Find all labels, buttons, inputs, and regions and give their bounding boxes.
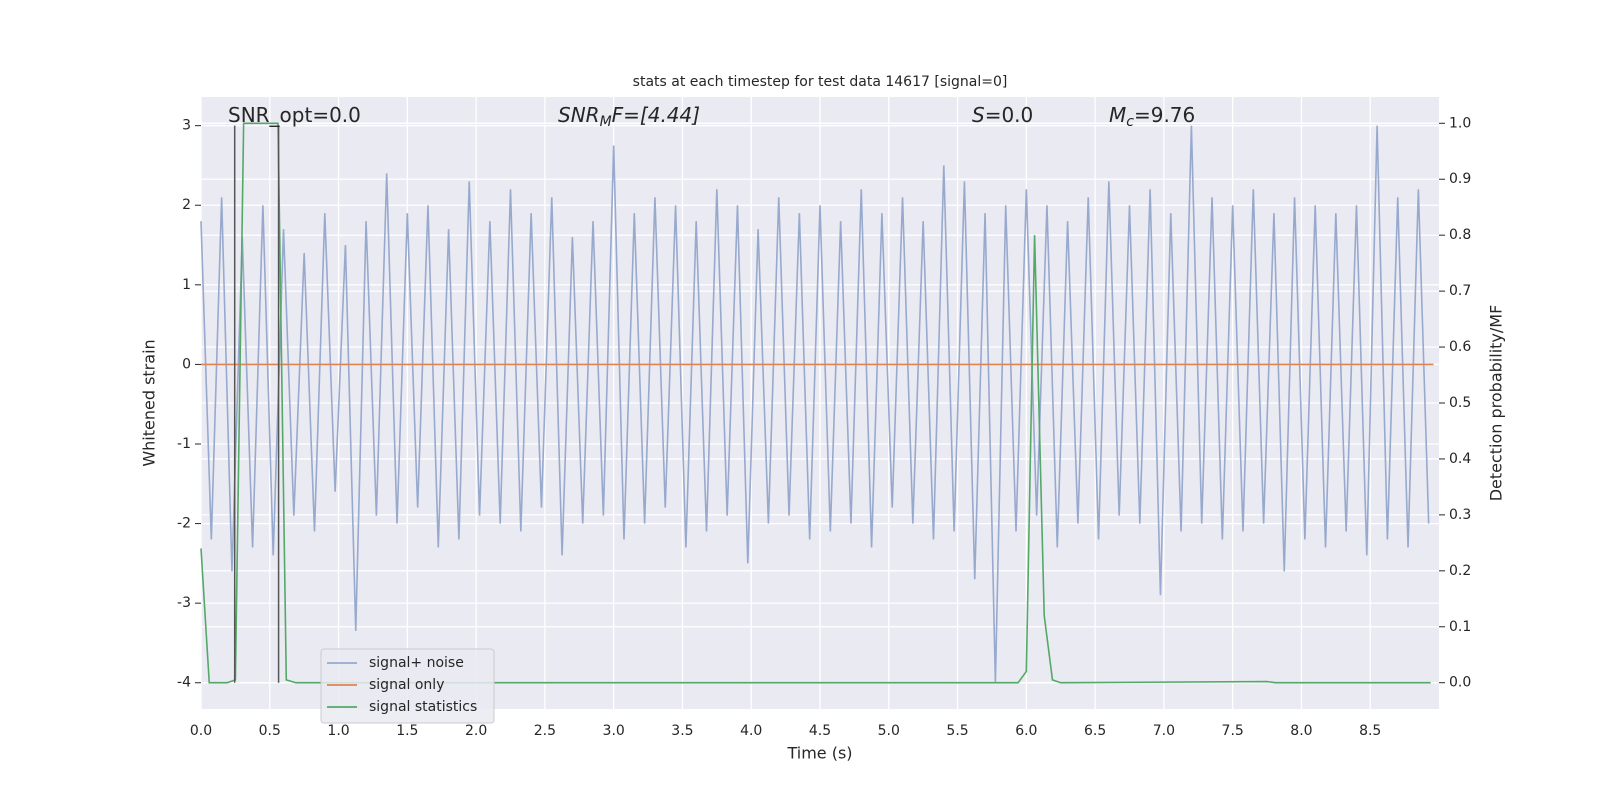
y-tick-label: -3 [177, 595, 191, 611]
y2-tick-label: 0.0 [1449, 675, 1471, 691]
legend-label: signal+ noise [369, 655, 464, 671]
x-tick-label: 0.0 [190, 723, 212, 739]
annotation: SNR_opt=0.0 [228, 103, 361, 127]
y2-axis-label: Detection probability/MF [1487, 305, 1506, 502]
annotation-rest: =9.76 [1134, 103, 1195, 127]
annotation-rest: =0.0 [985, 103, 1034, 127]
x-tick-label: 0.5 [259, 723, 281, 739]
series-line [200, 122, 1431, 684]
y-tick-label: 0 [182, 356, 191, 372]
annotation-main: S [972, 103, 985, 127]
legend-label: signal only [369, 677, 444, 693]
x-tick-label: 1.0 [327, 723, 349, 739]
x-tick-label: 5.5 [946, 723, 968, 739]
x-tick-label: 3.0 [603, 723, 625, 739]
annotation-main: SNR [558, 103, 600, 127]
x-axis-label: Time (s) [786, 744, 852, 763]
y2-tick-label: 0.1 [1449, 619, 1471, 635]
annotation-sub: c [1126, 114, 1134, 130]
x-tick-label: 1.5 [396, 723, 418, 739]
y-tick-label: 3 [182, 118, 191, 134]
annotation-sub: M [600, 114, 612, 130]
y2-tick-label: 0.2 [1449, 563, 1471, 579]
x-tick-label: 6.5 [1084, 723, 1106, 739]
annotation-rest: F=[4.44] [612, 103, 700, 127]
x-tick-label: 6.0 [1015, 723, 1037, 739]
x-tick-label: 2.0 [465, 723, 487, 739]
annotation-main: M [1109, 103, 1126, 127]
y-tick-label: -2 [177, 516, 191, 532]
x-tick-label: 3.5 [671, 723, 693, 739]
y-tick-label: -1 [177, 436, 191, 452]
x-tick-label: 4.0 [740, 723, 762, 739]
x-tick-label: 5.0 [878, 723, 900, 739]
x-tick-label: 4.5 [809, 723, 831, 739]
legend-label: signal statistics [369, 699, 477, 715]
chart-title: stats at each timestep for test data 146… [633, 74, 1008, 90]
x-tick-label: 8.5 [1359, 723, 1381, 739]
legend-box [320, 648, 495, 724]
annotation: Mc=9.76 [1109, 103, 1195, 131]
y2-tick-label: 0.6 [1449, 339, 1471, 355]
y-tick-label: -4 [177, 675, 191, 691]
y-tick-label: 2 [182, 197, 191, 213]
annotation: S=0.0 [972, 103, 1033, 127]
x-tick-label: 2.5 [534, 723, 556, 739]
annotation-main: SNR_opt=0.0 [228, 103, 361, 127]
y-axis-label: Whitened strain [140, 339, 159, 466]
annotation: SNRMF=[4.44] [558, 103, 700, 131]
y2-tick-label: 0.7 [1449, 283, 1471, 299]
y2-tick-label: 1.0 [1449, 115, 1471, 131]
x-tick-label: 7.5 [1222, 723, 1244, 739]
x-tick-label: 8.0 [1290, 723, 1312, 739]
y-tick-label: 1 [182, 277, 191, 293]
y2-tick-label: 0.3 [1449, 507, 1471, 523]
y2-tick-label: 0.4 [1449, 451, 1471, 467]
y2-tick-label: 0.5 [1449, 395, 1471, 411]
y2-tick-label: 0.8 [1449, 227, 1471, 243]
series-line [200, 125, 1430, 683]
y2-tick-label: 0.9 [1449, 171, 1471, 187]
x-tick-label: 7.0 [1153, 723, 1175, 739]
